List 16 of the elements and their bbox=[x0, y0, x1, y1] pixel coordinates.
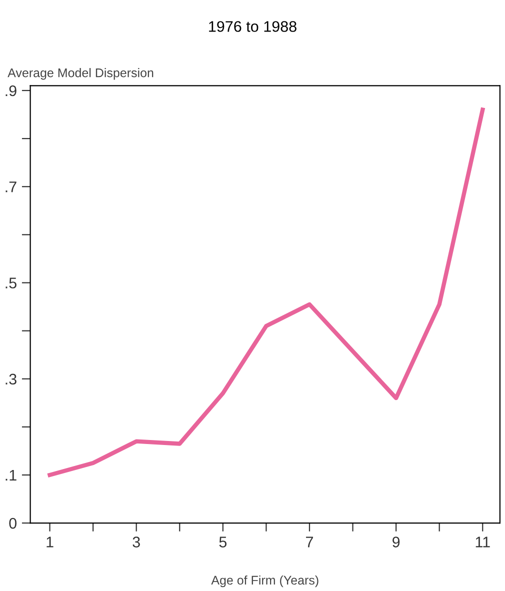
y-tick-label: 0 bbox=[9, 518, 17, 529]
chart-title: 1976 to 1988 bbox=[209, 21, 296, 32]
x-tick-label: 11 bbox=[476, 536, 490, 548]
y-tick-label: .3 bbox=[6, 374, 16, 385]
x-tick-label: 9 bbox=[392, 536, 400, 548]
line-series bbox=[48, 108, 485, 478]
y-tick-label: .1 bbox=[6, 470, 16, 481]
y-tick-label: .5 bbox=[6, 278, 16, 288]
x-axis-title: Age of Firm (Years) bbox=[211, 575, 318, 588]
y-tick-label: .7 bbox=[6, 182, 16, 192]
y-tick-label: .9 bbox=[6, 85, 16, 96]
x-tick-label: 5 bbox=[219, 536, 227, 548]
y-axis-title: Average Model Dispersion bbox=[8, 68, 154, 80]
x-tick-label: 7 bbox=[306, 536, 313, 548]
x-tick-label: 3 bbox=[132, 536, 140, 548]
x-tick-label: 1 bbox=[46, 536, 54, 548]
